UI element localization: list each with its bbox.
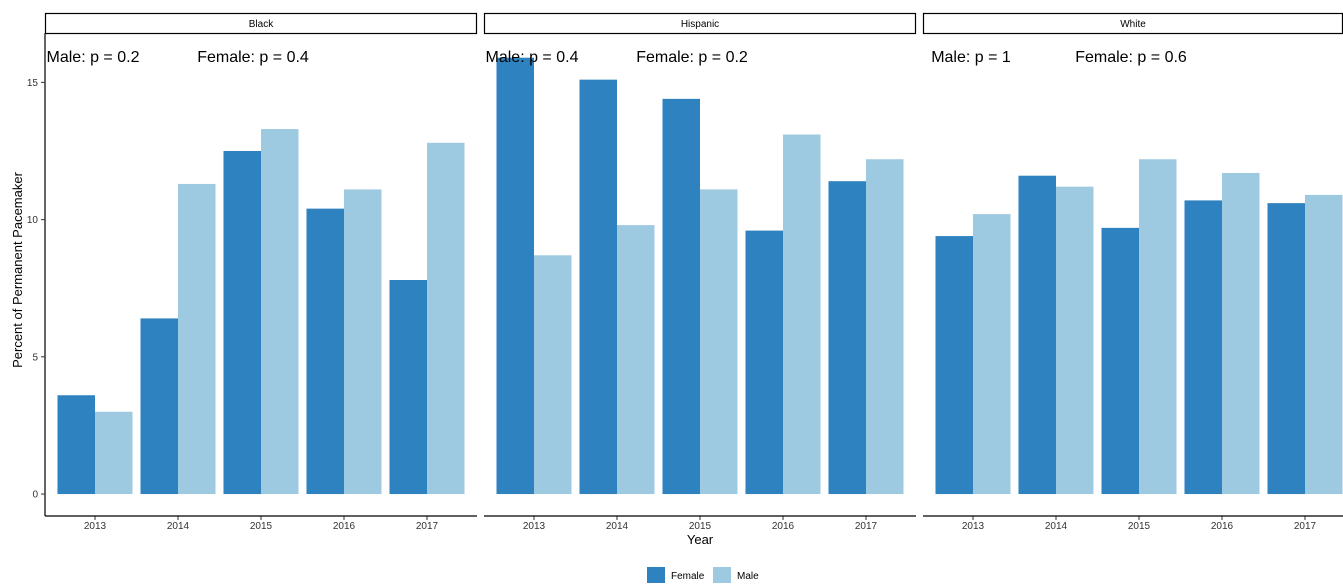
y-tick-label: 5	[32, 352, 38, 363]
x-tick-label: 2014	[167, 521, 190, 532]
x-tick-label: 2016	[772, 521, 795, 532]
x-axis-label: Year	[687, 532, 714, 547]
legend-swatch-female	[647, 567, 665, 583]
x-tick-label: 2013	[962, 521, 985, 532]
bar-black-2014-female	[140, 318, 178, 495]
panel-black: Black 2013 2014 2015 2016 2017 0 5 10 15 Male: p =…	[27, 12, 478, 532]
x-tick-label: 2015	[250, 521, 273, 532]
annotation-male: Male: p = 0.4	[486, 49, 579, 66]
strip-label: White	[1120, 19, 1146, 30]
y-tick-label: 15	[27, 78, 39, 89]
legend-label-male: Male	[737, 571, 759, 582]
bar-black-2016-male	[344, 189, 382, 495]
y-axis-label: Percent of Permanent Pacemaker	[10, 171, 25, 367]
legend: Female Male	[647, 567, 759, 583]
bar-hispanic-2015-female	[662, 98, 700, 495]
x-tick-label: 2015	[689, 521, 712, 532]
y-tick-label: 10	[27, 215, 39, 226]
annotation-female: Female: p = 0.4	[197, 49, 309, 66]
bar-white-2015-female	[1101, 227, 1139, 495]
bar-white-2017-female	[1267, 203, 1305, 495]
x-tick-label: 2016	[333, 521, 356, 532]
bar-hispanic-2016-male	[783, 134, 821, 495]
bar-white-2016-female	[1184, 200, 1222, 495]
bar-hispanic-2014-female	[579, 79, 617, 495]
legend-swatch-male	[713, 567, 731, 583]
strip-box	[44, 12, 478, 35]
panel-white: White 2013 2014 2015 2016 2017 Male: p = 1 Fema…	[922, 12, 1343, 532]
x-tick-label: 2014	[1045, 521, 1068, 532]
bar-hispanic-2013-male	[534, 255, 572, 495]
strip-label: Hispanic	[681, 19, 719, 30]
bar-black-2015-female	[223, 151, 261, 495]
bar-white-2016-male	[1222, 172, 1260, 495]
x-tick-label: 2017	[855, 521, 878, 532]
panels: Black 2013 2014 2015 2016 2017 0 5 10 15 Male: p =…	[27, 12, 1343, 532]
bar-hispanic-2016-female	[745, 230, 783, 495]
bar-black-2017-male	[427, 142, 465, 495]
bar-black-2014-male	[178, 183, 216, 495]
annotation-male: Male: p = 0.2	[47, 49, 140, 66]
bar-white-2013-male	[973, 214, 1011, 495]
bar-hispanic-2014-male	[617, 225, 655, 495]
panel-hispanic: Hispanic 2013 2014 2015 2016 2017 Male: p = 0.…	[483, 12, 917, 532]
bar-hispanic-2013-female	[496, 57, 534, 495]
x-tick-label: 2016	[1211, 521, 1234, 532]
bar-black-2016-female	[306, 208, 344, 495]
bar-white-2014-male	[1056, 186, 1094, 495]
bar-white-2017-male	[1305, 194, 1343, 495]
x-tick-label: 2015	[1128, 521, 1151, 532]
annotation-female: Female: p = 0.6	[1075, 49, 1187, 66]
x-tick-label: 2013	[523, 521, 546, 532]
bar-black-2013-female	[57, 395, 95, 495]
bar-black-2015-male	[261, 129, 299, 495]
bar-hispanic-2015-male	[700, 189, 738, 495]
x-tick-label: 2014	[606, 521, 629, 532]
bar-black-2013-male	[95, 411, 133, 495]
x-tick-label: 2013	[84, 521, 107, 532]
annotation-female: Female: p = 0.2	[636, 49, 748, 66]
strip-box	[483, 12, 917, 35]
x-tick-label: 2017	[416, 521, 439, 532]
strip-label: Black	[249, 19, 274, 30]
bar-black-2017-female	[389, 279, 427, 495]
legend-label-female: Female	[671, 571, 705, 582]
bar-hispanic-2017-male	[866, 159, 904, 495]
bar-white-2015-male	[1139, 159, 1177, 495]
bar-white-2013-female	[935, 236, 973, 495]
y-tick-label: 0	[32, 490, 38, 501]
x-tick-label: 2017	[1294, 521, 1317, 532]
bar-white-2014-female	[1018, 175, 1056, 495]
bar-hispanic-2017-female	[828, 181, 866, 495]
annotation-male: Male: p = 1	[931, 49, 1011, 66]
